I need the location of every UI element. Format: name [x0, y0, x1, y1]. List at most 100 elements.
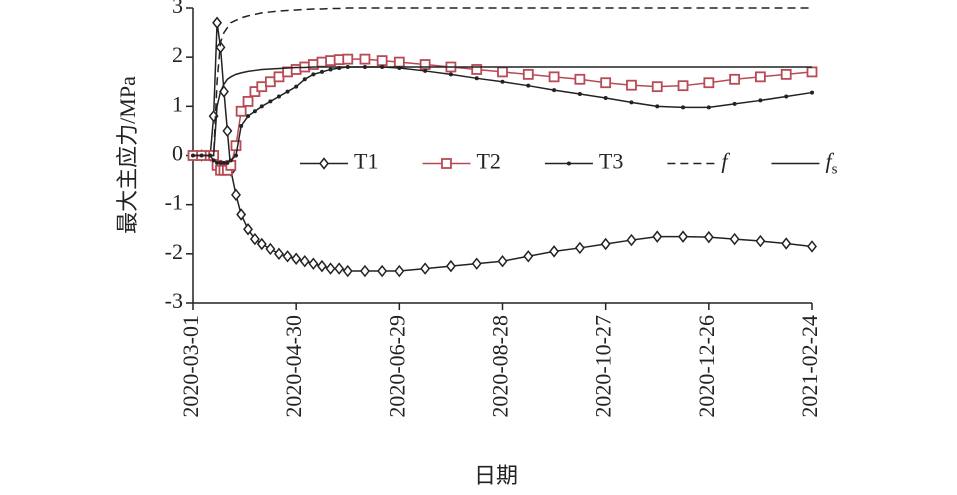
- marker: [342, 264, 353, 278]
- marker: [325, 262, 336, 275]
- marker: [678, 230, 689, 243]
- legend-marker: [319, 157, 329, 170]
- marker: [377, 264, 388, 278]
- marker: [243, 223, 253, 236]
- y-tick-label: -2: [165, 239, 183, 264]
- marker: [523, 250, 534, 263]
- marker: [471, 64, 483, 75]
- marker: [268, 99, 273, 104]
- marker: [677, 80, 689, 92]
- marker: [784, 94, 789, 99]
- marker: [420, 262, 431, 275]
- legend-marker: [566, 161, 571, 166]
- marker: [311, 72, 316, 77]
- x-tick-label: 2020-06-29: [384, 315, 409, 418]
- marker: [376, 55, 388, 67]
- marker: [755, 71, 766, 83]
- marker: [359, 264, 370, 278]
- marker: [225, 160, 230, 165]
- marker: [497, 255, 508, 268]
- marker: [652, 230, 663, 243]
- legend-label: T2: [476, 149, 500, 174]
- marker: [334, 262, 345, 275]
- marker: [215, 160, 220, 165]
- marker: [780, 68, 792, 80]
- marker: [359, 53, 371, 65]
- marker: [328, 67, 333, 72]
- marker: [729, 73, 741, 85]
- marker: [259, 104, 264, 109]
- marker: [758, 98, 763, 103]
- marker: [212, 16, 223, 29]
- marker: [230, 140, 242, 152]
- legend-label-main: f: [721, 149, 730, 174]
- x-tick-label: 2020-08-28: [488, 315, 513, 418]
- y-axis-label: 最大主应力/MPa: [115, 76, 140, 234]
- marker: [393, 56, 405, 68]
- marker: [265, 242, 276, 256]
- series-line: [193, 22, 813, 272]
- x-tick-label: 2020-10-27: [591, 315, 616, 418]
- x-tick-label: 2021-02-24: [797, 315, 822, 418]
- marker: [274, 247, 284, 261]
- marker: [729, 232, 740, 246]
- y-tick-label: -1: [165, 190, 183, 215]
- marker: [497, 66, 508, 78]
- legend-label: T1: [354, 149, 378, 174]
- marker: [522, 68, 534, 80]
- marker: [445, 259, 456, 273]
- legend-label-main: f: [825, 149, 834, 174]
- marker: [732, 101, 737, 106]
- marker: [256, 237, 267, 251]
- marker: [282, 250, 293, 263]
- marker: [755, 234, 766, 248]
- legend-label-sub: s: [832, 162, 838, 178]
- marker: [242, 96, 254, 107]
- marker: [291, 252, 302, 265]
- marker: [703, 77, 715, 89]
- marker: [552, 88, 557, 93]
- marker: [626, 233, 637, 247]
- marker: [231, 188, 241, 202]
- marker: [222, 124, 233, 138]
- marker: [603, 95, 608, 100]
- marker: [246, 114, 251, 119]
- marker: [781, 237, 792, 250]
- marker: [548, 71, 560, 83]
- marker: [807, 240, 817, 253]
- marker: [394, 264, 405, 278]
- marker: [626, 79, 637, 91]
- marker: [273, 71, 285, 83]
- x-tick-label: 2020-04-30: [281, 315, 306, 418]
- marker: [294, 84, 299, 89]
- y-tick-label: -3: [165, 288, 183, 313]
- legend-label: f: [721, 149, 730, 174]
- y-tick-label: 3: [172, 0, 183, 18]
- marker: [233, 153, 238, 158]
- y-tick-label: 1: [172, 91, 183, 116]
- marker: [236, 208, 247, 221]
- marker: [423, 68, 428, 73]
- marker: [290, 64, 302, 75]
- marker: [600, 77, 612, 89]
- marker: [285, 89, 290, 94]
- marker: [706, 105, 711, 110]
- marker: [500, 79, 505, 84]
- marker: [703, 230, 714, 244]
- marker: [448, 72, 453, 77]
- marker: [526, 83, 531, 88]
- marker: [235, 105, 247, 117]
- marker: [574, 241, 585, 255]
- marker: [810, 90, 814, 95]
- marker: [333, 54, 345, 66]
- legend-label: fs: [825, 149, 837, 178]
- marker: [577, 92, 582, 97]
- marker: [221, 160, 226, 165]
- y-tick-label: 2: [172, 42, 183, 67]
- marker: [218, 160, 223, 165]
- series-line: [193, 7, 812, 157]
- marker: [549, 245, 560, 258]
- marker: [264, 76, 276, 88]
